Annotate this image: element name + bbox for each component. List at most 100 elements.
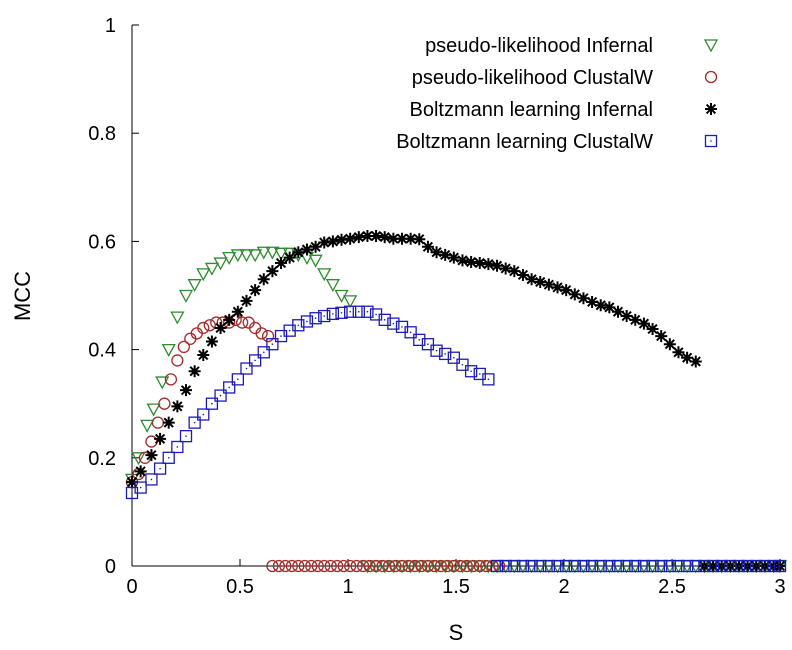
data-point (508, 265, 521, 278)
data-point (204, 262, 220, 276)
data-point (155, 376, 170, 390)
series-triangle-down (124, 246, 788, 574)
data-point-center (185, 435, 187, 437)
data-point-center (435, 349, 438, 352)
data-point (585, 559, 599, 573)
data-point-center (202, 413, 205, 416)
data-point (499, 559, 512, 573)
data-point-center (409, 331, 412, 334)
data-point (646, 559, 659, 573)
data-point (396, 232, 408, 245)
data-point (568, 288, 581, 301)
data-point (499, 262, 512, 275)
data-point-center (340, 312, 343, 314)
data-point-center (599, 565, 602, 567)
data-point (257, 273, 270, 286)
data-point (131, 452, 146, 466)
data-series (124, 229, 788, 574)
data-point (356, 559, 370, 573)
data-point-center (634, 565, 637, 567)
data-point-center (167, 457, 170, 459)
data-point (203, 319, 216, 332)
legend-marker-center (710, 140, 712, 142)
data-point (279, 559, 292, 573)
data-point (196, 268, 211, 282)
data-point (350, 559, 363, 573)
data-point-center (358, 310, 360, 313)
data-point (491, 259, 504, 272)
data-point (177, 340, 190, 354)
data-point-center (694, 565, 697, 567)
data-point (256, 246, 271, 260)
data-point-center (237, 378, 239, 381)
data-point-center (383, 319, 386, 321)
data-point-center (574, 565, 576, 567)
data-point (655, 330, 668, 343)
data-point-center (677, 565, 680, 567)
data-point-center (686, 565, 688, 567)
data-point (344, 305, 357, 318)
data-point (732, 559, 746, 573)
data-point (473, 257, 486, 270)
x-tick-label: 2.5 (658, 576, 686, 598)
data-point (325, 279, 340, 293)
data-point (335, 233, 348, 246)
data-point (620, 559, 633, 573)
data-point (689, 355, 702, 368)
legend-label: pseudo-likelihood ClustalW (412, 67, 653, 89)
data-point (363, 559, 376, 573)
data-point (240, 362, 253, 375)
data-point (629, 559, 642, 573)
data-point (439, 248, 452, 261)
data-point (326, 307, 340, 321)
data-point-center (444, 353, 447, 355)
data-point-center (522, 565, 524, 567)
data-point (146, 403, 161, 417)
data-point (236, 316, 249, 329)
data-point (516, 559, 530, 573)
series-circle (125, 313, 506, 573)
data-point (421, 559, 435, 573)
data-point (370, 229, 383, 242)
data-point (134, 465, 147, 478)
data-point-center (660, 565, 662, 567)
data-point (309, 312, 322, 325)
data-point (140, 419, 155, 433)
data-point-center (703, 565, 706, 567)
data-point-center (746, 565, 749, 567)
data-point-center (755, 565, 758, 567)
data-point-center (288, 329, 291, 332)
data-point (266, 338, 279, 351)
data-point (231, 373, 244, 386)
data-point-center (504, 565, 507, 567)
legend: pseudo-likelihood Infernal pseudo-likelih… (396, 35, 719, 153)
data-point (309, 240, 322, 253)
data-point (145, 473, 158, 486)
data-point (213, 257, 228, 271)
data-point (344, 559, 357, 573)
data-point (389, 559, 402, 573)
data-point (298, 559, 311, 573)
x-tick-label: 3 (774, 576, 785, 598)
data-point (230, 249, 245, 263)
legend-marker (704, 134, 718, 148)
data-point (706, 559, 720, 573)
data-point (126, 476, 138, 489)
data-point (467, 559, 480, 573)
data-point (308, 254, 323, 268)
data-point-center (478, 373, 481, 375)
data-point (560, 284, 573, 297)
y-tick-label: 0 (105, 556, 116, 578)
series-asterisk (126, 229, 786, 572)
data-point (620, 310, 633, 323)
data-point (272, 559, 286, 573)
data-point-center (323, 315, 326, 317)
data-point (663, 338, 676, 351)
data-point (421, 338, 435, 351)
data-point-center (262, 351, 265, 354)
data-point-center (332, 313, 334, 315)
data-point-center (496, 565, 498, 567)
data-point (337, 559, 350, 573)
data-point-center (314, 317, 317, 320)
data-point (318, 236, 331, 249)
